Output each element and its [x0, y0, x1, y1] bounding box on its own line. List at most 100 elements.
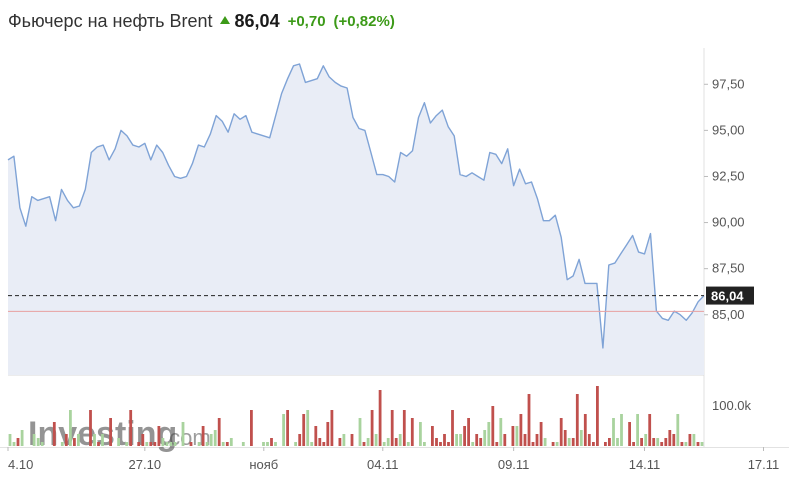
volume-bar	[475, 434, 479, 446]
volume-tick-label: 100.0k	[712, 398, 752, 413]
volume-bar	[16, 438, 20, 446]
x-tick-label: 27.10	[129, 457, 162, 472]
x-axis: 4.1027.10нояб04.1109.1114.1117.1122.1125…	[7, 447, 780, 472]
volume-bar	[366, 438, 370, 446]
volume-bar	[52, 422, 56, 446]
volume-bar	[101, 434, 104, 446]
volume-bar	[89, 410, 92, 446]
volume-bar	[338, 438, 342, 446]
x-tick-label: 14.11	[629, 457, 661, 472]
volume-bar	[503, 434, 507, 446]
volume-bar	[358, 418, 362, 446]
volume-bar	[197, 442, 201, 446]
price-change: +0,70	[287, 12, 326, 30]
volume-bar	[217, 418, 221, 446]
volume-bar	[262, 442, 265, 446]
volume-bar	[402, 410, 406, 446]
volume-bar	[579, 430, 583, 446]
volume-bar	[129, 410, 133, 446]
volume-bar	[382, 442, 386, 446]
volume-bar	[479, 438, 483, 446]
volume-bar	[435, 438, 438, 446]
y-tick-label: 97,50	[712, 76, 745, 91]
volume-bar	[684, 442, 688, 446]
y-gridlines	[704, 83, 708, 316]
volume-bar	[241, 442, 245, 446]
volume-bar	[266, 442, 269, 446]
volume-bar	[608, 438, 611, 446]
volume-bar	[153, 442, 157, 446]
x-tick-label: 17.11	[748, 457, 780, 472]
price-change-percent: (+0,82%)	[333, 12, 395, 30]
volume-bar	[117, 438, 120, 446]
volume-bar	[60, 442, 64, 446]
volume-bar	[93, 434, 96, 446]
volume-bar	[386, 438, 390, 446]
volume-bar	[97, 442, 100, 446]
volume-bar	[64, 434, 68, 446]
volume-bar	[157, 426, 161, 446]
volume-bar	[535, 434, 539, 446]
volume-bar	[310, 442, 314, 446]
volume-bar	[40, 442, 44, 446]
volume-bar	[616, 438, 619, 446]
volume-bar	[563, 430, 567, 446]
volume-bar	[664, 438, 668, 446]
volume-bar	[515, 426, 519, 446]
volume-bar	[109, 418, 112, 446]
volume-bar	[640, 438, 643, 446]
volume-bar	[410, 418, 414, 446]
price-line	[7, 63, 705, 349]
volume-bar	[467, 418, 470, 446]
volume-bar	[443, 434, 446, 446]
volume-bar	[137, 442, 141, 446]
instrument-header: Фьючерс на нефть Brent 86,04 +0,70 (+0,8…	[8, 8, 395, 34]
volume-bar	[676, 414, 680, 446]
volume-bar	[32, 434, 36, 446]
volume-bar	[165, 442, 169, 446]
x-tick-label: 4.10	[8, 457, 33, 472]
volume-bar	[451, 410, 454, 446]
volume-bar	[668, 430, 672, 446]
volume-bar	[149, 442, 153, 446]
volume-bar	[431, 426, 434, 446]
volume-bar	[688, 434, 692, 446]
volume-bar	[77, 434, 80, 446]
volume-bar	[173, 442, 177, 446]
volume-bar	[463, 426, 466, 446]
volume-bar	[213, 430, 217, 446]
y-tick-label: 90,00	[712, 215, 745, 230]
volume-bar	[587, 434, 591, 446]
last-price-tag-bg	[706, 286, 754, 305]
volume-bar	[491, 406, 495, 446]
volume-bar	[487, 422, 491, 446]
volume-bar	[471, 442, 475, 446]
volume-bar	[696, 442, 700, 446]
volume-bar	[539, 422, 543, 446]
volume-bar	[69, 410, 72, 446]
x-tick-label: 04.11	[367, 457, 399, 472]
price-area	[8, 64, 704, 375]
volume-bar	[604, 442, 607, 446]
volume-bar	[459, 434, 462, 446]
volume-bar	[559, 418, 563, 446]
volume-bar	[398, 434, 402, 446]
x-tick-label: 09.11	[498, 457, 530, 472]
volume-bar	[483, 430, 487, 446]
volume-bar	[700, 442, 704, 446]
volume-bar	[374, 434, 378, 446]
volume-bar	[169, 442, 173, 446]
volume-bar	[596, 386, 599, 446]
up-arrow-icon	[219, 16, 230, 24]
volume-bar	[571, 438, 575, 446]
volume-bar	[322, 442, 326, 446]
y-tick-label: 85,00	[712, 307, 745, 322]
volume-bar	[447, 442, 450, 446]
volume-bar	[499, 418, 503, 446]
instrument-title: Фьючерс на нефть Brent	[8, 10, 213, 31]
volume-bar	[73, 438, 76, 446]
volume-bar	[628, 422, 631, 446]
volume-bar	[692, 434, 696, 446]
volume-bar	[20, 430, 24, 446]
